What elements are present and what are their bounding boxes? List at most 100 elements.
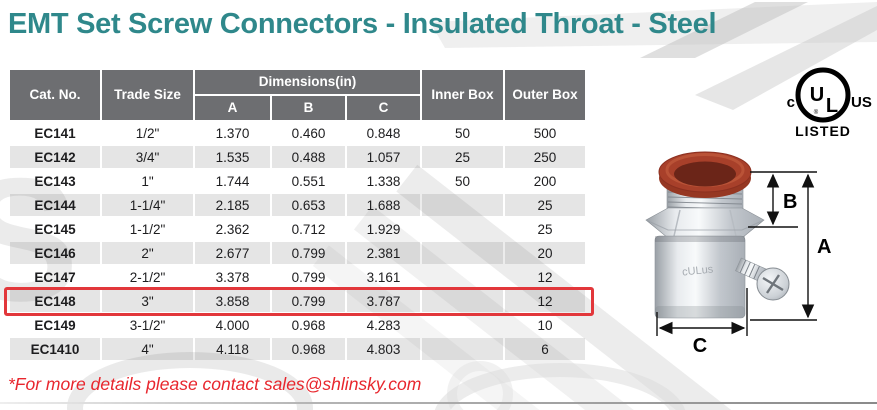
table-cell: 2-1/2" — [129, 269, 166, 285]
table-cell: 3" — [102, 290, 193, 312]
header-outer-box: Outer Box — [505, 70, 586, 120]
table-cell: 4" — [102, 338, 193, 360]
table-cell: 1.535 — [195, 146, 270, 168]
ul-registered-symbol: ® — [814, 109, 819, 116]
table-cell: 25 — [537, 221, 553, 237]
table-cell: 0.551 — [291, 173, 326, 189]
table-cell: 50 — [455, 125, 471, 141]
ul-letter-u: U — [810, 84, 824, 106]
table-cell: 0.968 — [291, 317, 326, 333]
table-row: EC149 3-1/2" 4.000 0.968 4.283 10 — [10, 314, 585, 336]
table-cell: 0.488 — [272, 146, 345, 168]
dimension-label-b: B — [783, 191, 797, 213]
table-cell: 25 — [422, 146, 504, 168]
table-cell: 3.787 — [347, 290, 421, 312]
table-row: EC147 2-1/2" 3.378 0.799 3.161 12 — [10, 266, 585, 288]
header-trade-size: Trade Size — [102, 70, 193, 120]
watermark-swirl — [67, 352, 313, 410]
cell-cat-no: EC147 — [34, 269, 76, 285]
table-row: EC146 2" 2.677 0.799 2.381 20 — [10, 242, 586, 264]
table-cell: 500 — [533, 125, 557, 141]
ul-us-label: US — [851, 94, 872, 111]
table-row: EC1410 4" 4.118 0.968 4.803 6 — [10, 338, 586, 360]
cell-cat-no: EC142 — [10, 146, 100, 168]
table-cell: 12 — [505, 290, 586, 312]
cell-cat-no: EC146 — [10, 242, 100, 264]
table-cell — [422, 194, 504, 216]
header-inner-box: Inner Box — [422, 70, 504, 120]
table-cell: 20 — [505, 242, 586, 264]
header-dim-a: A — [195, 96, 270, 120]
table-cell: 1.744 — [215, 173, 250, 189]
dimension-label-c: C — [693, 335, 707, 357]
header-dimensions: Dimensions(in) — [195, 70, 421, 94]
table-cell: 6 — [505, 338, 586, 360]
table-cell: 0.848 — [366, 125, 401, 141]
cell-cat-no: EC148 — [10, 290, 100, 312]
header-cat-no: Cat. No. — [10, 70, 100, 120]
watermark-stripes — [312, 164, 733, 410]
header-dim-c: C — [347, 96, 421, 120]
watermark-chevron — [640, 2, 808, 58]
table-cell: 250 — [505, 146, 586, 168]
table-cell: 4.000 — [215, 317, 250, 333]
insulated-throat — [658, 151, 752, 198]
table-cell: 1" — [141, 173, 154, 189]
table-cell: 0.799 — [272, 290, 345, 312]
cell-cat-no: EC143 — [34, 173, 76, 189]
cell-cat-no: EC145 — [34, 221, 76, 237]
ul-letter-l: L — [826, 95, 838, 117]
ul-circle — [795, 67, 851, 123]
table-cell: 50 — [455, 173, 471, 189]
connector-body — [654, 235, 746, 319]
product-panel: U L ® c US LISTED c — [645, 67, 872, 357]
table-cell — [422, 314, 503, 336]
cell-cat-no: EC144 — [10, 194, 100, 216]
table-cell — [422, 242, 504, 264]
table-cell: 0.460 — [291, 125, 326, 141]
table-cell: 2.381 — [347, 242, 421, 264]
table-cell: 1.338 — [366, 173, 401, 189]
ul-c-label: c — [787, 94, 795, 111]
connector-marking: cULus — [682, 263, 715, 278]
connector-image: cULus — [645, 151, 790, 319]
table-cell: 3.161 — [366, 269, 401, 285]
table-cell — [422, 338, 504, 360]
footer-note: *For more details please contact sales@s… — [8, 374, 422, 394]
table-cell: 2.677 — [195, 242, 270, 264]
cell-cat-no: EC149 — [34, 317, 76, 333]
table-cell: 1.688 — [347, 194, 421, 216]
watermark-letter: S — [0, 143, 79, 338]
table-cell: 0.653 — [272, 194, 345, 216]
table-cell: 2.185 — [195, 194, 270, 216]
table-cell — [422, 266, 503, 288]
table-cell: 3.858 — [195, 290, 270, 312]
ul-listed-logo: U L ® c US LISTED — [787, 67, 872, 139]
table-cell: 1.057 — [347, 146, 421, 168]
table-row: EC148 3" 3.858 0.799 3.787 12 — [10, 290, 586, 312]
table-cell: 0.799 — [291, 269, 326, 285]
table-cell: 4.118 — [195, 338, 270, 360]
table-cell — [422, 290, 504, 312]
bottom-divider — [0, 402, 877, 404]
table-row: EC141 1/2" 1.370 0.460 0.848 50 500 — [10, 122, 585, 144]
table-cell: 12 — [537, 269, 553, 285]
header-dim-b: B — [272, 96, 345, 120]
cell-cat-no: EC141 — [34, 125, 76, 141]
spec-table: Cat. No. Trade Size Dimensions(in) Inner… — [8, 68, 587, 362]
table-cell: 10 — [537, 317, 553, 333]
table-cell — [422, 218, 503, 240]
table-cell: 200 — [533, 173, 557, 189]
watermark-swirl — [434, 363, 686, 410]
table-row: EC143 1" 1.744 0.551 1.338 50 200 — [10, 170, 585, 192]
table-cell: 1-1/4" — [102, 194, 193, 216]
connector-locknut — [645, 207, 765, 239]
table-cell: 4.283 — [366, 317, 401, 333]
table-cell: 2" — [102, 242, 193, 264]
table-row: EC145 1-1/2" 2.362 0.712 1.929 25 — [10, 218, 585, 240]
table-cell: 1.929 — [366, 221, 401, 237]
table-cell: 4.803 — [347, 338, 421, 360]
table-cell: 0.712 — [291, 221, 326, 237]
dimension-label-a: A — [817, 236, 831, 258]
